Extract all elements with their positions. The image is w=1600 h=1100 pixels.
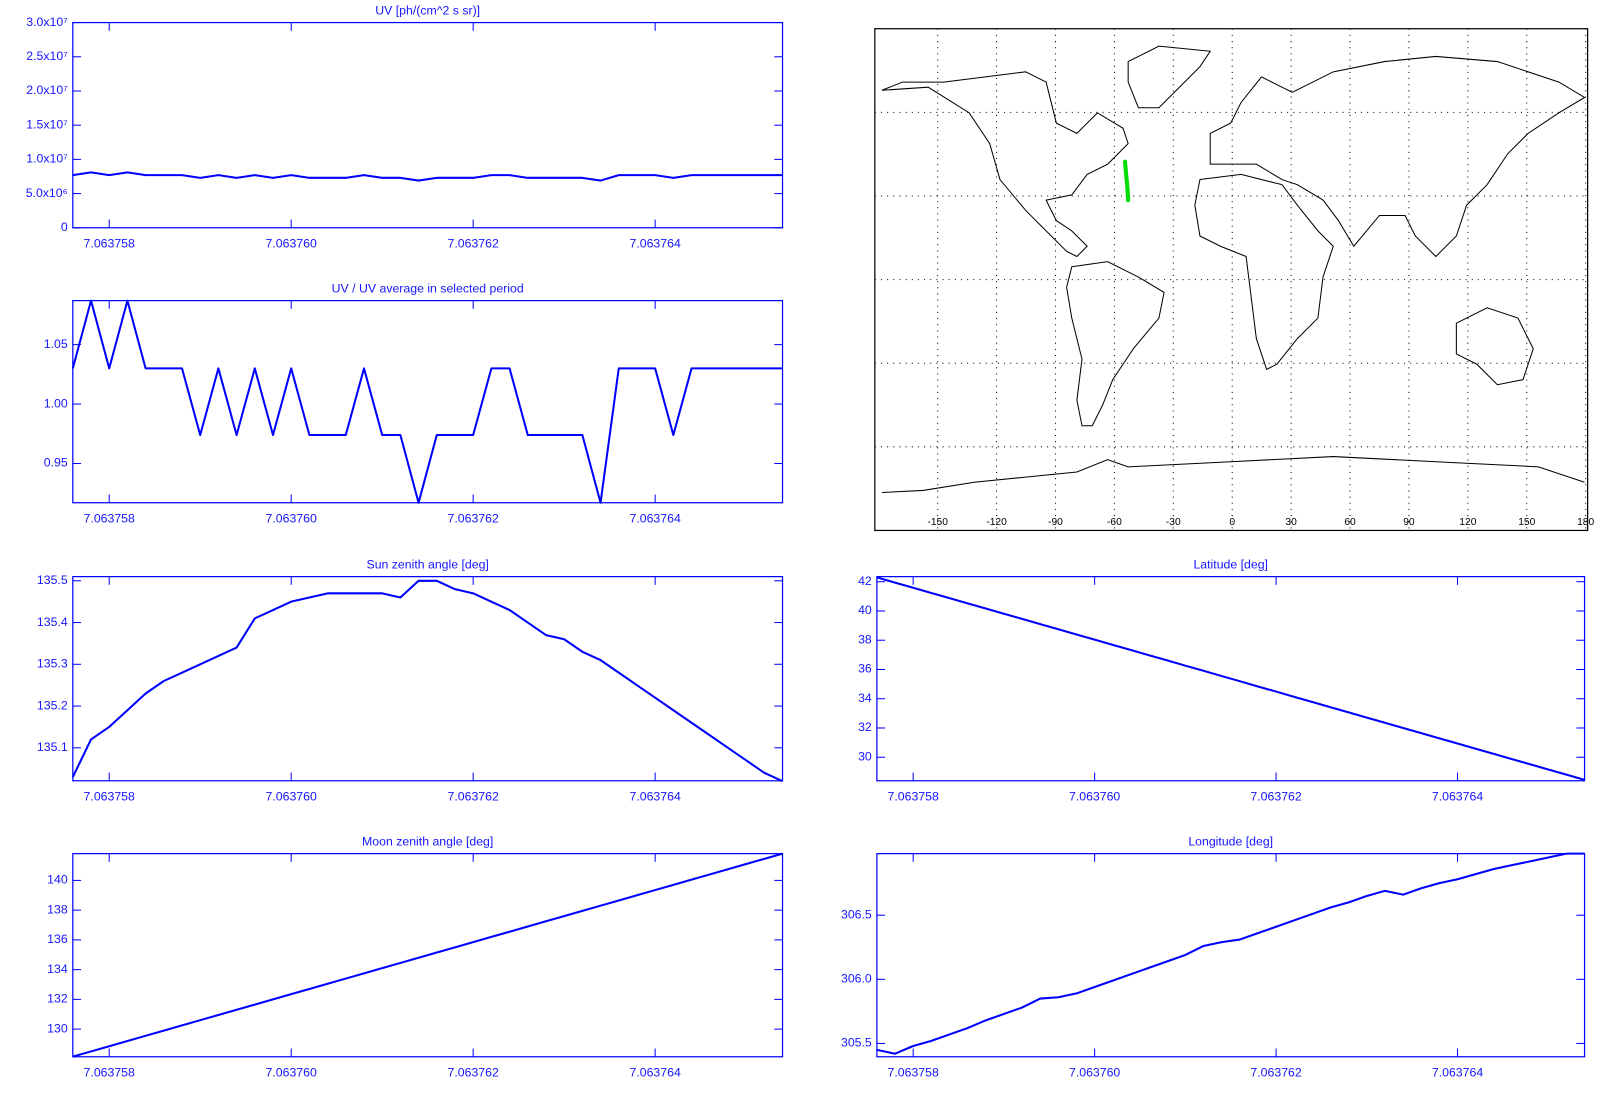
y-tick-label: 0.95 [44,456,68,470]
y-tick-label: 0 [61,220,68,234]
chart-title: UV / UV average in selected period [332,282,524,296]
x-tick-label: 7.063758 [888,1065,939,1079]
y-tick-label: 40 [858,603,872,617]
x-tick-label: 7.063762 [1250,789,1301,803]
x-tick-label: 7.063764 [630,511,681,525]
x-tick-label: 7.063762 [1250,1065,1301,1079]
x-tick-label: 150 [1518,517,1535,528]
plot-frame [72,575,784,782]
coastline [1209,55,1586,258]
x-tick-label: 7.063764 [630,789,681,803]
y-tick-label: 305.5 [841,1036,872,1050]
data-line [72,171,783,182]
coastline [1455,307,1534,386]
plot-frame [72,853,784,1058]
chart-title: UV [ph/(cm^2 s sr)] [375,4,480,18]
y-tick-label: 135.5 [37,573,68,587]
coastline [1066,261,1165,427]
x-tick-label: 7.063758 [888,789,939,803]
coastline [1127,45,1212,109]
y-tick-label: 2.5x10⁷ [26,49,67,63]
coastline [881,71,1129,258]
y-tick-label: 1.0x10⁷ [26,152,67,166]
x-tick-label: -150 [927,517,948,528]
x-tick-label: 0 [1229,517,1235,528]
x-tick-label: 7.063758 [84,1065,135,1079]
x-tick-label: 90 [1403,517,1415,528]
y-tick-label: 34 [858,691,872,705]
x-tick-label: -30 [1166,517,1181,528]
x-tick-label: 7.063764 [630,1065,681,1079]
y-tick-label: 306.0 [841,972,872,986]
y-tick-label: 1.05 [44,337,68,351]
x-tick-label: 7.063764 [1432,1065,1483,1079]
x-tick-label: 7.063762 [448,1065,499,1079]
x-tick-label: 7.063758 [84,511,135,525]
chart-title: Sun zenith angle [deg] [366,558,488,572]
x-tick-label: 7.063764 [630,236,681,250]
y-tick-label: 306.5 [841,907,872,921]
x-tick-label: 7.063764 [1432,789,1483,803]
coastline [881,456,1585,493]
x-tick-label: 30 [1285,517,1297,528]
y-tick-label: 3.0x10⁷ [26,15,67,29]
y-tick-label: 138 [47,902,68,916]
y-tick-label: 130 [47,1021,68,1035]
data-line [876,852,1585,1055]
y-tick-label: 134 [47,962,68,976]
data-line [876,576,1585,781]
y-tick-label: 42 [858,574,872,588]
chart-title: Latitude [deg] [1193,558,1268,572]
data-line [71,299,783,504]
x-tick-label: 7.063758 [84,236,135,250]
x-tick-label: -60 [1107,517,1122,528]
coastline [1194,173,1334,371]
x-tick-label: 7.063760 [266,1065,317,1079]
y-tick-label: 140 [47,873,68,887]
plot-frame [876,853,1586,1058]
y-tick-label: 135.3 [37,657,68,671]
map-frame [874,28,1589,532]
y-tick-label: 135.1 [37,740,68,754]
plot-frame [72,300,784,504]
y-tick-label: 136 [47,932,68,946]
x-tick-label: 120 [1459,517,1476,528]
y-tick-label: 36 [858,662,872,676]
y-tick-label: 135.4 [37,615,68,629]
x-tick-label: 7.063760 [1069,1065,1120,1079]
data-line [71,579,783,783]
chart-title: Moon zenith angle [deg] [362,835,493,849]
stage: UV [ph/(cm^2 s sr)] 7.063758 7.063760 7.063… [26,4,1595,1080]
x-tick-label: 7.063760 [266,789,317,803]
plot-frame [72,21,784,229]
y-tick-label: 2.0x10⁷ [26,83,67,97]
x-tick-label: 7.063762 [448,236,499,250]
y-tick-label: 32 [858,720,872,734]
data-line [72,852,783,1058]
y-tick-label: 1.00 [44,396,68,410]
x-tick-label: -90 [1048,517,1063,528]
x-tick-label: 7.063762 [448,511,499,525]
x-tick-label: 180 [1577,517,1594,528]
y-tick-label: 30 [858,749,872,763]
y-tick-label: 5.0x10⁶ [26,186,68,200]
x-tick-label: 7.063758 [84,789,135,803]
chart-title: Longitude [deg] [1188,835,1273,849]
y-tick-label: 132 [47,992,68,1006]
x-tick-label: 7.063762 [448,789,499,803]
x-tick-label: 60 [1344,517,1356,528]
y-tick-label: 1.5x10⁷ [26,117,67,131]
y-tick-label: 135.2 [37,698,68,712]
y-tick-label: 38 [858,632,872,646]
x-tick-label: 7.063760 [266,511,317,525]
x-tick-label: 7.063760 [1069,789,1120,803]
plot-frame [876,575,1586,782]
ground-track [1122,159,1131,203]
x-tick-label: 7.063760 [266,236,317,250]
x-tick-label: -120 [986,517,1007,528]
coastlines [881,45,1586,493]
